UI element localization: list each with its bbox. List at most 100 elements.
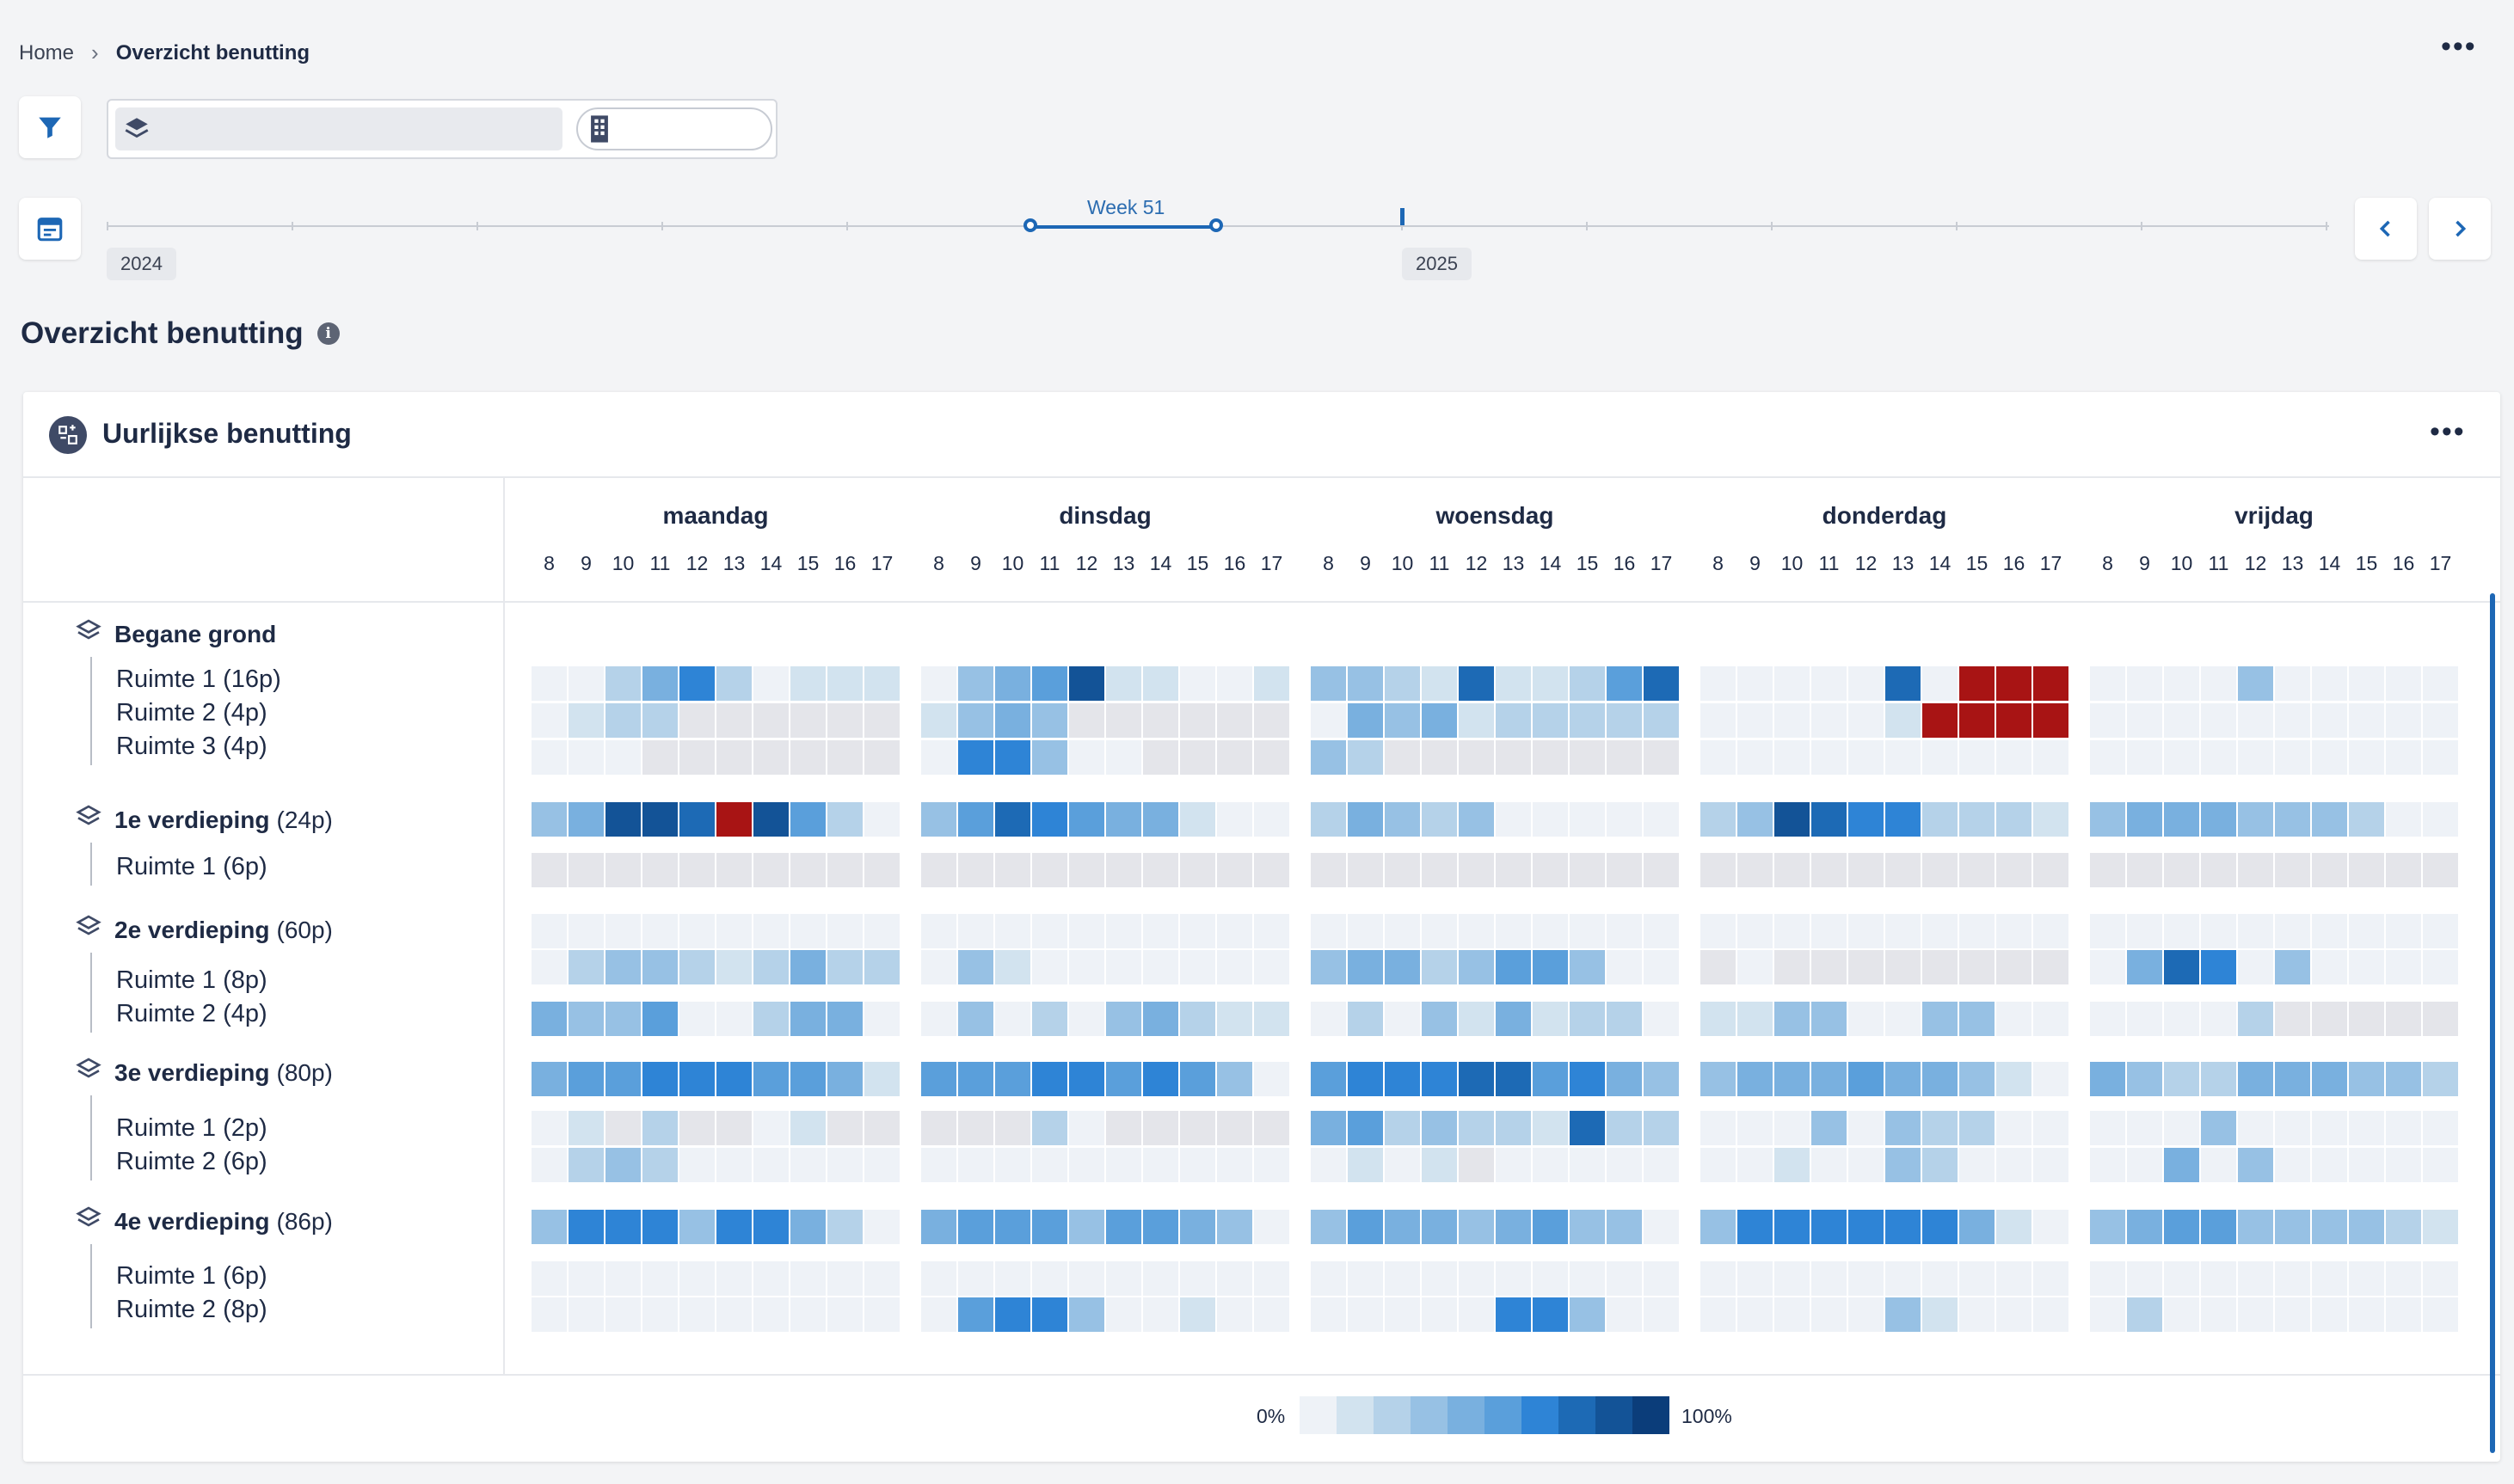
heatmap-cell[interactable] [2238, 1261, 2273, 1296]
heatmap-cell[interactable] [2164, 1111, 2199, 1145]
heatmap-cell[interactable] [1922, 1210, 1958, 1244]
heatmap-cell[interactable] [1254, 853, 1289, 887]
heatmap-cell[interactable] [1385, 1210, 1420, 1244]
heatmap-cell[interactable] [1774, 914, 1810, 948]
heatmap-cell[interactable] [1922, 1062, 1958, 1096]
heatmap-cell[interactable] [1570, 1062, 1605, 1096]
heatmap-cell[interactable] [995, 703, 1030, 738]
heatmap-cell[interactable] [1106, 703, 1141, 738]
room-label[interactable]: Ruimte 3 (4p) [116, 733, 267, 760]
heatmap-cell[interactable] [790, 950, 826, 984]
heatmap-cell[interactable] [2423, 1297, 2458, 1332]
card-more-options-icon[interactable]: ••• [2430, 415, 2466, 448]
heatmap-cell[interactable] [642, 1297, 678, 1332]
heatmap-cell[interactable] [1922, 1261, 1958, 1296]
heatmap-cell[interactable] [1311, 1210, 1346, 1244]
heatmap-cell[interactable] [1811, 740, 1847, 775]
heatmap-cell[interactable] [1737, 703, 1773, 738]
heatmap-cell[interactable] [1422, 1148, 1457, 1182]
range-end-handle[interactable] [1209, 218, 1223, 232]
heatmap-cell[interactable] [716, 1297, 752, 1332]
heatmap-cell[interactable] [642, 802, 678, 837]
heatmap-cell[interactable] [1032, 950, 1067, 984]
heatmap-cell[interactable] [2033, 1002, 2068, 1036]
heatmap-cell[interactable] [1106, 1210, 1141, 1244]
heatmap-cell[interactable] [995, 950, 1030, 984]
heatmap-cell[interactable] [2349, 1148, 2384, 1182]
heatmap-cell[interactable] [1570, 853, 1605, 887]
heatmap-cell[interactable] [1644, 950, 1679, 984]
heatmap-cell[interactable] [1607, 1297, 1642, 1332]
heatmap-cell[interactable] [2386, 1002, 2421, 1036]
heatmap-cell[interactable] [2127, 1062, 2162, 1096]
heatmap-cell[interactable] [1848, 914, 1884, 948]
heatmap-cell[interactable] [1254, 914, 1289, 948]
heatmap-cell[interactable] [1422, 914, 1457, 948]
heatmap-cell[interactable] [1848, 853, 1884, 887]
heatmap-cell[interactable] [1533, 1002, 1568, 1036]
heatmap-cell[interactable] [642, 853, 678, 887]
heatmap-cell[interactable] [2090, 1210, 2125, 1244]
heatmap-cell[interactable] [921, 1297, 956, 1332]
heatmap-cell[interactable] [790, 740, 826, 775]
heatmap-cell[interactable] [1811, 1062, 1847, 1096]
heatmap-cell[interactable] [716, 1261, 752, 1296]
heatmap-cell[interactable] [1422, 1210, 1457, 1244]
heatmap-cell[interactable] [1311, 950, 1346, 984]
heatmap-cell[interactable] [1385, 914, 1420, 948]
heatmap-cell[interactable] [1885, 853, 1921, 887]
heatmap-cell[interactable] [1607, 740, 1642, 775]
heatmap-cell[interactable] [995, 666, 1030, 701]
heatmap-cell[interactable] [2033, 1148, 2068, 1182]
heatmap-cell[interactable] [1032, 703, 1067, 738]
heatmap-cell[interactable] [1644, 802, 1679, 837]
heatmap-cell[interactable] [1311, 914, 1346, 948]
heatmap-cell[interactable] [569, 802, 604, 837]
heatmap-cell[interactable] [1032, 1111, 1067, 1145]
heatmap-cell[interactable] [1922, 703, 1958, 738]
heatmap-cell[interactable] [790, 1297, 826, 1332]
heatmap-cell[interactable] [1811, 914, 1847, 948]
heatmap-cell[interactable] [532, 853, 567, 887]
heatmap-cell[interactable] [1143, 1297, 1178, 1332]
heatmap-cell[interactable] [1848, 1297, 1884, 1332]
heatmap-cell[interactable] [921, 1002, 956, 1036]
heatmap-cell[interactable] [753, 1062, 789, 1096]
heatmap-cell[interactable] [1217, 666, 1252, 701]
heatmap-cell[interactable] [1737, 1261, 1773, 1296]
heatmap-cell[interactable] [1959, 853, 1995, 887]
heatmap-cell[interactable] [1254, 950, 1289, 984]
heatmap-cell[interactable] [1422, 1261, 1457, 1296]
heatmap-cell[interactable] [1106, 1002, 1141, 1036]
heatmap-cell[interactable] [1032, 853, 1067, 887]
heatmap-cell[interactable] [569, 740, 604, 775]
heatmap-cell[interactable] [2201, 914, 2236, 948]
heatmap-cell[interactable] [605, 802, 641, 837]
heatmap-cell[interactable] [2201, 1210, 2236, 1244]
heatmap-cell[interactable] [1385, 666, 1420, 701]
heatmap-cell[interactable] [1922, 950, 1958, 984]
heatmap-cell[interactable] [679, 914, 715, 948]
heatmap-cell[interactable] [2033, 1261, 2068, 1296]
heatmap-cell[interactable] [1885, 1148, 1921, 1182]
heatmap-cell[interactable] [2423, 914, 2458, 948]
heatmap-cell[interactable] [1922, 853, 1958, 887]
heatmap-cell[interactable] [958, 1261, 993, 1296]
heatmap-cell[interactable] [1959, 1002, 1995, 1036]
heatmap-cell[interactable] [2349, 1062, 2384, 1096]
heatmap-cell[interactable] [864, 1002, 900, 1036]
heatmap-cell[interactable] [532, 1297, 567, 1332]
heatmap-cell[interactable] [1700, 703, 1736, 738]
heatmap-cell[interactable] [1774, 853, 1810, 887]
heatmap-cell[interactable] [2127, 1111, 2162, 1145]
heatmap-cell[interactable] [2090, 950, 2125, 984]
heatmap-cell[interactable] [1533, 914, 1568, 948]
heatmap-cell[interactable] [2033, 703, 2068, 738]
heatmap-cell[interactable] [1959, 950, 1995, 984]
heatmap-cell[interactable] [605, 1062, 641, 1096]
heatmap-cell[interactable] [605, 914, 641, 948]
heatmap-cell[interactable] [1422, 1111, 1457, 1145]
heatmap-cell[interactable] [1311, 740, 1346, 775]
heatmap-cell[interactable] [642, 703, 678, 738]
week-range-selector[interactable] [1023, 218, 1223, 232]
